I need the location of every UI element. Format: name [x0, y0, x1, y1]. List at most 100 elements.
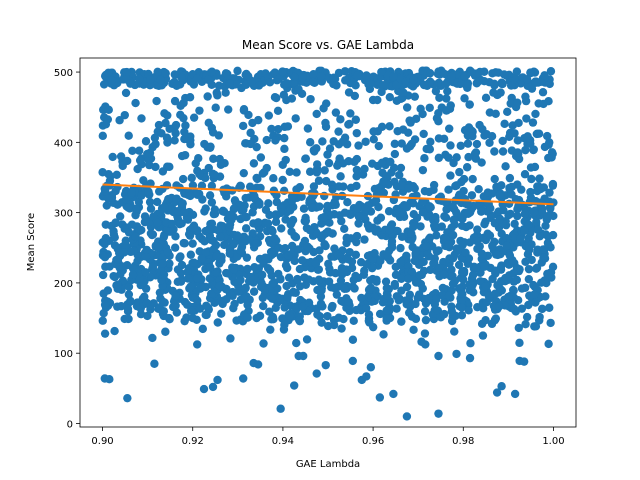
- scatter-point: [501, 162, 510, 171]
- scatter-point: [426, 137, 435, 147]
- scatter-point: [383, 250, 392, 259]
- scatter-point: [330, 197, 339, 206]
- scatter-point: [265, 266, 275, 275]
- scatter-point: [299, 351, 308, 361]
- scatter-point: [208, 382, 218, 392]
- scatter-point: [404, 274, 413, 284]
- scatter-point: [156, 75, 165, 85]
- scatter-point: [316, 299, 326, 308]
- scatter-point: [145, 160, 154, 170]
- scatter-point: [360, 164, 369, 174]
- scatter-point: [98, 131, 108, 141]
- scatter-point: [360, 204, 370, 214]
- scatter-point: [255, 224, 264, 234]
- scatter-point: [438, 291, 447, 300]
- scatter-point: [383, 291, 392, 300]
- scatter-point: [513, 211, 522, 221]
- scatter-point: [471, 148, 481, 157]
- scatter-point: [390, 149, 400, 159]
- scatter-point: [532, 217, 541, 227]
- scatter-point: [160, 203, 169, 212]
- scatter-point: [279, 186, 289, 196]
- scatter-point: [506, 209, 515, 219]
- scatter-point: [340, 208, 350, 217]
- scatter-point: [250, 191, 259, 201]
- scatter-point: [215, 232, 225, 241]
- scatter-point: [527, 174, 536, 184]
- scatter-point: [321, 360, 330, 370]
- scatter-point: [213, 375, 222, 385]
- scatter-point: [407, 267, 417, 277]
- scatter-point: [103, 194, 113, 203]
- scatter-outliers: [100, 329, 529, 421]
- scatter-point: [323, 150, 332, 159]
- scatter-point: [402, 103, 412, 112]
- scatter-point: [137, 225, 146, 235]
- scatter-point: [245, 182, 255, 191]
- scatter-point: [236, 246, 246, 256]
- scatter-point: [485, 138, 494, 147]
- scatter-point: [379, 188, 389, 198]
- scatter-point: [170, 136, 179, 145]
- scatter-point: [396, 163, 406, 173]
- scatter-point: [418, 208, 428, 217]
- scatter-point: [344, 255, 353, 264]
- scatter-point: [209, 154, 218, 163]
- scatter-point: [514, 118, 523, 128]
- scatter-point: [100, 329, 110, 338]
- scatter-point: [224, 105, 233, 114]
- scatter-point: [120, 110, 129, 120]
- scatter-point: [179, 113, 188, 123]
- scatter-point: [317, 286, 326, 295]
- scatter-point: [332, 290, 342, 299]
- scatter-point: [419, 80, 429, 90]
- scatter-point: [267, 124, 276, 134]
- scatter-point: [539, 253, 548, 263]
- scatter-point: [420, 329, 430, 338]
- scatter-point: [434, 409, 443, 418]
- scatter-point: [402, 203, 412, 212]
- scatter-point: [424, 293, 434, 303]
- scatter-point: [442, 205, 451, 214]
- scatter-point: [336, 172, 345, 181]
- scatter-point: [113, 255, 123, 264]
- scatter-point: [300, 216, 309, 226]
- scatter-point: [207, 181, 217, 191]
- scatter-point: [297, 192, 306, 201]
- scatter-point: [440, 309, 449, 319]
- scatter-point: [312, 168, 322, 177]
- scatter-point: [263, 219, 273, 228]
- scatter-point: [535, 312, 544, 322]
- scatter-point: [186, 250, 196, 259]
- scatter-point: [216, 160, 226, 169]
- scatter-point: [397, 181, 406, 190]
- scatter-point: [221, 69, 231, 78]
- scatter-point: [543, 212, 552, 221]
- scatter-point: [425, 202, 434, 211]
- scatter-point: [435, 93, 444, 102]
- scatter-point: [520, 209, 530, 219]
- scatter-point: [503, 292, 513, 302]
- scatter-point: [193, 274, 202, 283]
- scatter-point: [312, 160, 322, 169]
- scatter-point: [109, 271, 118, 281]
- scatter-point: [533, 225, 542, 234]
- scatter-point: [241, 193, 250, 203]
- scatter-point: [457, 311, 467, 320]
- scatter-point: [329, 137, 338, 146]
- scatter-point: [322, 176, 331, 186]
- scatter-point: [454, 284, 464, 293]
- scatter-point: [204, 75, 213, 85]
- scatter-point: [354, 219, 363, 228]
- scatter-point: [313, 310, 322, 319]
- scatter-point: [471, 263, 481, 272]
- scatter-point: [137, 191, 146, 200]
- scatter-point: [207, 280, 217, 290]
- scatter-point: [541, 292, 550, 301]
- chart-title: Mean Score vs. GAE Lambda: [242, 38, 414, 52]
- scatter-point: [482, 297, 491, 307]
- scatter-point: [468, 270, 478, 280]
- scatter-point: [328, 185, 337, 194]
- scatter-point: [459, 174, 469, 184]
- scatter-point: [502, 241, 511, 250]
